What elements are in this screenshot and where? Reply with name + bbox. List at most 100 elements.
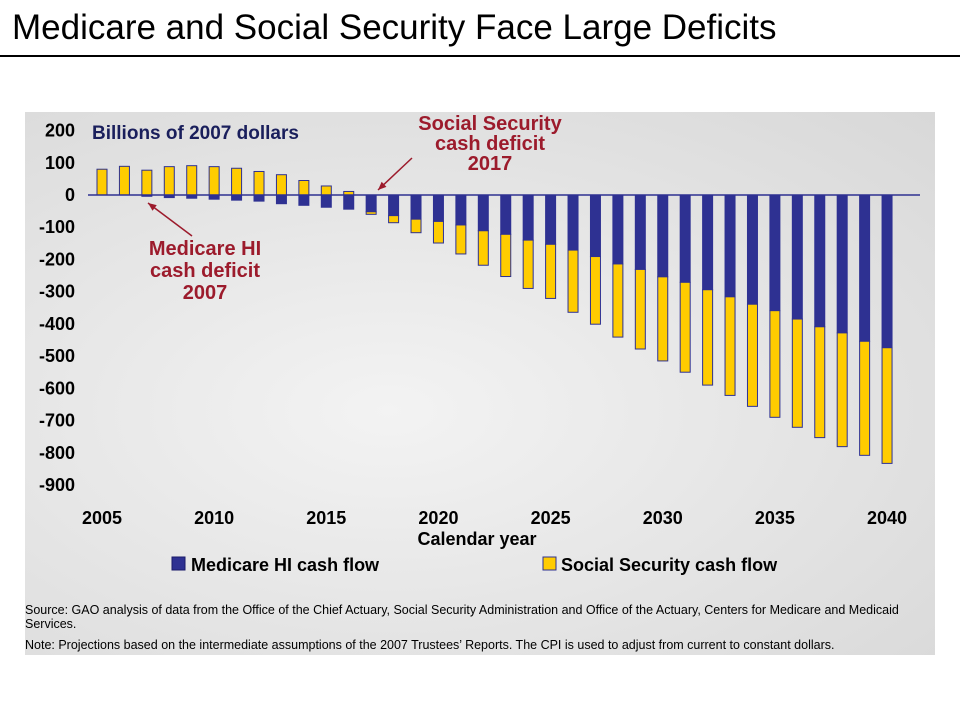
bar-social-security-2011	[231, 167, 243, 196]
bar-medicare-2034	[746, 194, 758, 305]
bar-medicare-2029	[634, 194, 646, 270]
y-tick-label: -400	[39, 314, 75, 334]
bar-medicare-2026	[567, 194, 579, 251]
annotation-medicare-deficit: Medicare HI	[149, 238, 261, 260]
x-tick-label: 2020	[418, 508, 458, 528]
bar-medicare-2033	[724, 194, 736, 298]
bar-medicare-2020	[432, 194, 444, 222]
bar-social-security-2008	[163, 166, 175, 196]
arrow-medicare-deficit	[147, 202, 193, 237]
note-text: Note: Projections based on the intermedi…	[25, 638, 835, 652]
bar-medicare-2031	[679, 194, 691, 283]
bar-medicare-2038	[836, 194, 848, 334]
annotation-medicare-deficit: 2007	[183, 282, 228, 304]
title-divider	[0, 55, 960, 57]
bar-social-security-2039	[859, 340, 871, 456]
bar-medicare-2021	[455, 194, 467, 226]
bar-social-security-2013	[275, 174, 287, 196]
bar-medicare-2023	[500, 194, 512, 235]
slide-title: Medicare and Social Security Face Large …	[12, 8, 777, 47]
y-tick-label: 100	[45, 153, 75, 173]
bar-social-security-2024	[522, 239, 534, 289]
bar-social-security-2020	[432, 220, 444, 244]
bar-social-security-2030	[657, 276, 669, 362]
bar-social-security-2035	[769, 310, 781, 418]
bar-social-security-2031	[679, 281, 691, 373]
arrow-social-security-deficit-head	[378, 181, 387, 190]
bar-social-security-2023	[500, 233, 512, 278]
x-tick-label: 2040	[867, 508, 907, 528]
bar-medicare-2013	[275, 194, 287, 205]
x-tick-label: 2015	[306, 508, 346, 528]
bar-social-security-2021	[455, 224, 467, 255]
bar-social-security-2026	[567, 249, 579, 313]
x-tick-label: 2005	[82, 508, 122, 528]
bar-social-security-2018	[388, 215, 400, 224]
legend-swatch-social-security	[542, 556, 557, 571]
bar-medicare-2024	[522, 194, 534, 241]
y-tick-label: -200	[39, 249, 75, 269]
x-tick-label: 2025	[531, 508, 571, 528]
bar-social-security-2029	[634, 268, 646, 350]
arrow-medicare-deficit-head	[148, 203, 157, 211]
bar-medicare-2036	[791, 194, 803, 320]
bar-medicare-2035	[769, 194, 781, 312]
source-text: Source: GAO analysis of data from the Of…	[25, 603, 899, 631]
y-tick-label: -100	[39, 217, 75, 237]
y-tick-label: -600	[39, 378, 75, 398]
legend-label-medicare: Medicare HI cash flow	[191, 555, 380, 575]
bar-social-security-2022	[477, 230, 489, 266]
bar-medicare-2027	[589, 194, 601, 258]
bar-social-security-2006	[118, 165, 130, 196]
bar-social-security-2010	[208, 166, 220, 196]
bar-social-security-2038	[836, 332, 848, 448]
bar-medicare-2012	[253, 194, 265, 202]
y-axis-label: Billions of 2007 dollars	[92, 123, 299, 144]
bar-social-security-2037	[814, 326, 826, 439]
bar-medicare-2028	[612, 194, 624, 265]
x-tick-label: 2030	[643, 508, 683, 528]
x-axis-label: Calendar year	[417, 529, 536, 549]
bar-medicare-2022	[477, 194, 489, 232]
y-tick-label: 0	[65, 185, 75, 205]
bar-medicare-2015	[320, 194, 332, 208]
annotation-social-security-deficit: 2017	[468, 153, 513, 175]
bar-medicare-2018	[388, 194, 400, 217]
y-tick-label: -800	[39, 443, 75, 463]
bar-medicare-2019	[410, 194, 422, 220]
bar-medicare-2014	[298, 194, 310, 206]
bar-social-security-2040	[881, 347, 893, 464]
annotation-social-security-deficit: Social Security	[418, 113, 562, 135]
y-tick-label: 200	[45, 121, 75, 141]
bar-medicare-2011	[231, 194, 243, 201]
bar-social-security-2007	[141, 169, 153, 196]
x-tick-label: 2035	[755, 508, 795, 528]
y-tick-label: -900	[39, 475, 75, 495]
bar-social-security-2015	[320, 185, 332, 196]
bar-medicare-2032	[702, 194, 714, 291]
bar-social-security-2017	[365, 211, 377, 215]
bar-medicare-2039	[859, 194, 871, 342]
annotation-medicare-deficit: cash deficit	[150, 260, 260, 282]
bar-medicare-2016	[343, 194, 355, 210]
bar-social-security-2033	[724, 296, 736, 396]
bar-social-security-2025	[545, 243, 557, 299]
bar-medicare-2017	[365, 194, 377, 213]
y-tick-label: -500	[39, 346, 75, 366]
bar-social-security-2012	[253, 170, 265, 196]
bar-social-security-2028	[612, 263, 624, 338]
bar-social-security-2019	[410, 218, 422, 234]
bar-social-security-2032	[702, 289, 714, 386]
annotation-social-security-deficit: cash deficit	[435, 133, 545, 155]
bar-social-security-2027	[589, 256, 601, 325]
bar-social-security-2005	[96, 168, 108, 196]
bar-medicare-2040	[881, 194, 893, 349]
bar-medicare-2037	[814, 194, 826, 328]
bar-social-security-2034	[746, 303, 758, 407]
x-tick-label: 2010	[194, 508, 234, 528]
bar-social-security-2036	[791, 318, 803, 428]
y-tick-label: -700	[39, 411, 75, 431]
legend-label-social-security: Social Security cash flow	[561, 555, 778, 575]
y-tick-label: -300	[39, 282, 75, 302]
